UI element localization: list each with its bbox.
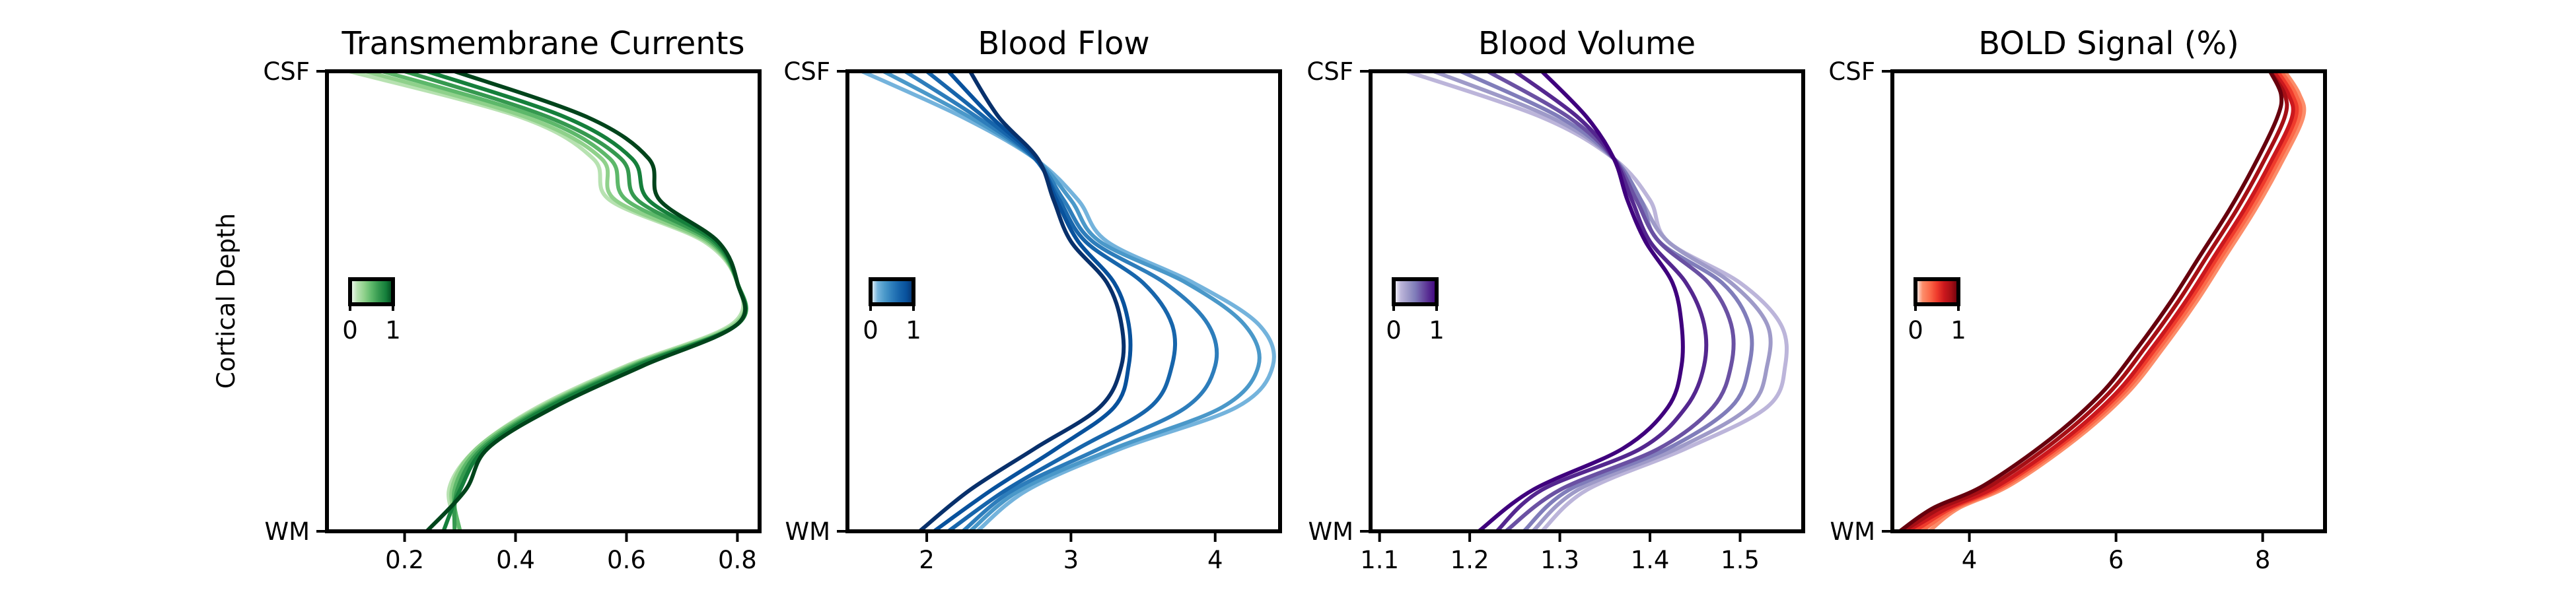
- series-line-1: [1404, 69, 1789, 533]
- colorbar: [1392, 277, 1439, 306]
- y-axis-label: Cortical Depth: [212, 213, 240, 389]
- series-line-3: [1912, 69, 2299, 533]
- colorbar: [348, 277, 395, 306]
- panel-title: BOLD Signal (%): [1978, 25, 2239, 62]
- x-tick-label: 1.5: [1721, 546, 1760, 574]
- x-tick-label: 1.3: [1540, 546, 1579, 574]
- colorbar-tick-label-max: 1: [1429, 316, 1445, 345]
- series-line-4: [1905, 69, 2295, 533]
- panel-2: Blood Flow CSF WM 2 3 4 0 1: [783, 25, 1282, 574]
- colorbar-tick-label-max: 1: [1950, 316, 1966, 345]
- x-tick-label: 0.6: [607, 546, 646, 574]
- colorbar-tick-label-max: 1: [385, 316, 401, 345]
- y-tick-label-wm: WM: [1308, 517, 1353, 546]
- y-tick-label-csf: CSF: [1828, 57, 1875, 86]
- x-tick-label: 4: [1207, 546, 1223, 574]
- series-line-2: [1919, 69, 2303, 533]
- x-tick-label: 1.1: [1360, 546, 1399, 574]
- series-line-6: [425, 69, 748, 533]
- panel-title: Blood Flow: [978, 25, 1149, 62]
- series-line-1: [347, 69, 746, 533]
- series-line-1: [1927, 69, 2307, 533]
- colorbar-tick-label-max: 1: [906, 316, 921, 345]
- panel-3: Blood Volume CSF WM1.1 1.2 1.3 1.4 1.5 0 1: [1306, 25, 1805, 574]
- colorbar-tick-label-min: 0: [342, 316, 358, 345]
- panel-title: Blood Volume: [1478, 25, 1696, 62]
- series-line-3: [903, 69, 1219, 533]
- series-line-5: [1901, 69, 2289, 533]
- x-tick-label: 0.8: [718, 546, 757, 574]
- x-tick-label: 6: [2108, 546, 2124, 574]
- series-line-3: [380, 69, 748, 533]
- y-tick-label-csf: CSF: [783, 57, 830, 86]
- x-tick-label: 2: [919, 546, 935, 574]
- colorbar-tick-label-min: 0: [1908, 316, 1923, 345]
- colorbar-tick-label-min: 0: [1386, 316, 1402, 345]
- panel-1: Transmembrane Currents CSF WM 0.2 0.4 0.6 0.8 0…: [263, 25, 762, 574]
- y-tick-label-wm: WM: [1830, 517, 1875, 546]
- y-tick-label-csf: CSF: [1306, 57, 1353, 86]
- panel-title: Transmembrane Currents: [341, 25, 744, 62]
- y-tick-label-wm: WM: [264, 517, 310, 546]
- x-tick-label: 1.2: [1450, 546, 1489, 574]
- colorbar: [1914, 277, 1960, 306]
- series-line-2: [363, 69, 747, 533]
- axes-frame: [1369, 69, 1805, 533]
- series-line-6: [1898, 69, 2284, 533]
- axes-frame: [1890, 69, 2327, 533]
- axes-frame: [845, 69, 1282, 533]
- x-tick-label: 1.4: [1631, 546, 1670, 574]
- colorbar-tick-label-min: 0: [863, 316, 878, 345]
- y-tick-label-wm: WM: [785, 517, 830, 546]
- x-tick-label: 0.2: [385, 546, 424, 574]
- x-tick-label: 4: [1962, 546, 1978, 574]
- y-tick-label-csf: CSF: [263, 57, 310, 86]
- series-line-4: [925, 69, 1178, 533]
- panel-4: BOLD Signal (%) CSF WM 4 6 8 0 1: [1828, 25, 2327, 574]
- series-line-6: [1476, 69, 1685, 533]
- series-line-5: [932, 69, 1133, 533]
- x-tick-label: 0.4: [496, 546, 535, 574]
- x-tick-label: 8: [2255, 546, 2271, 574]
- series-line-6: [917, 69, 1126, 533]
- axes-frame: [325, 69, 762, 533]
- colorbar: [869, 277, 915, 306]
- x-tick-label: 3: [1063, 546, 1079, 574]
